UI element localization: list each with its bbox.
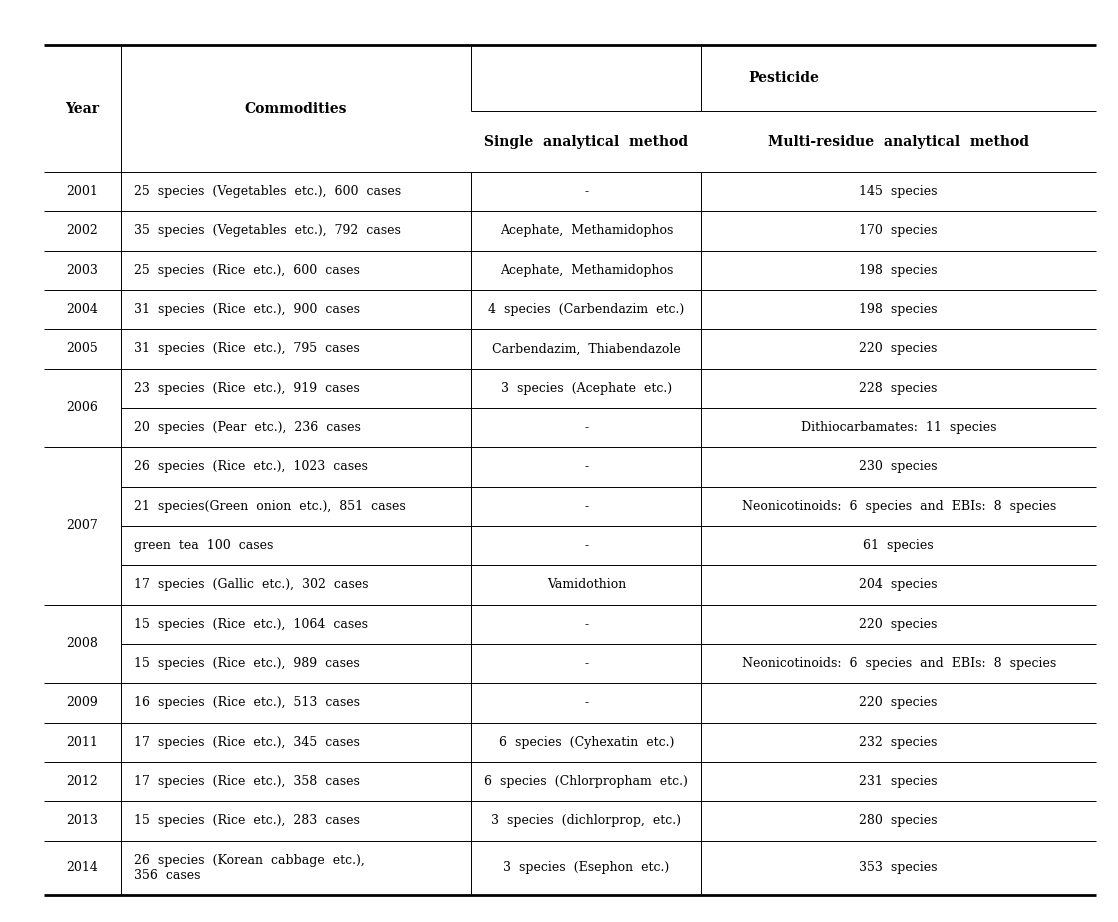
Text: Pesticide: Pesticide: [748, 71, 819, 85]
Text: Vamidothion: Vamidothion: [547, 578, 626, 591]
Text: 220  species: 220 species: [860, 618, 938, 631]
Text: Neonicotinoids:  6  species  and  EBIs:  8  species: Neonicotinoids: 6 species and EBIs: 8 sp…: [741, 500, 1055, 513]
Text: 2004: 2004: [66, 303, 98, 316]
Text: Single  analytical  method: Single analytical method: [484, 135, 689, 148]
Text: -: -: [585, 696, 588, 709]
Text: Dithiocarbamates:  11  species: Dithiocarbamates: 11 species: [800, 421, 996, 434]
Text: -: -: [585, 460, 588, 473]
Text: Acephate,  Methamidophos: Acephate, Methamidophos: [500, 264, 673, 277]
Text: -: -: [585, 185, 588, 198]
Text: 2012: 2012: [67, 775, 98, 788]
Text: 230  species: 230 species: [860, 460, 938, 473]
Text: 2002: 2002: [67, 224, 98, 237]
Text: 25  species  (Rice  etc.),  600  cases: 25 species (Rice etc.), 600 cases: [134, 264, 360, 277]
Text: 2006: 2006: [66, 401, 98, 414]
Text: 198  species: 198 species: [860, 264, 938, 277]
Text: 17  species  (Rice  etc.),  358  cases: 17 species (Rice etc.), 358 cases: [134, 775, 360, 788]
Text: 17  species  (Rice  etc.),  345  cases: 17 species (Rice etc.), 345 cases: [134, 736, 360, 749]
Text: 3  species  (Acephate  etc.): 3 species (Acephate etc.): [501, 382, 672, 395]
Text: 16  species  (Rice  etc.),  513  cases: 16 species (Rice etc.), 513 cases: [134, 696, 360, 709]
Text: 3  species  (Esephon  etc.): 3 species (Esephon etc.): [503, 861, 670, 874]
Text: Neonicotinoids:  6  species  and  EBIs:  8  species: Neonicotinoids: 6 species and EBIs: 8 sp…: [741, 657, 1055, 670]
Text: 232  species: 232 species: [860, 736, 938, 749]
Text: Carbendazim,  Thiabendazole: Carbendazim, Thiabendazole: [492, 342, 681, 355]
Text: 23  species  (Rice  etc.),  919  cases: 23 species (Rice etc.), 919 cases: [134, 382, 360, 395]
Text: -: -: [585, 539, 588, 552]
Text: 2008: 2008: [66, 637, 98, 650]
Text: -: -: [585, 421, 588, 434]
Text: 204  species: 204 species: [860, 578, 938, 591]
Text: 2014: 2014: [66, 861, 98, 874]
Text: 2005: 2005: [67, 342, 98, 355]
Text: -: -: [585, 657, 588, 670]
Text: 21  species(Green  onion  etc.),  851  cases: 21 species(Green onion etc.), 851 cases: [134, 500, 406, 513]
Text: 2001: 2001: [66, 185, 98, 198]
Text: 280  species: 280 species: [860, 814, 938, 827]
Text: 220  species: 220 species: [860, 696, 938, 709]
Text: 61  species: 61 species: [863, 539, 934, 552]
Text: 2003: 2003: [66, 264, 98, 277]
Text: 6  species  (Chlorpropham  etc.): 6 species (Chlorpropham etc.): [484, 775, 689, 788]
Text: 15  species  (Rice  etc.),  1064  cases: 15 species (Rice etc.), 1064 cases: [134, 618, 368, 631]
Text: 15  species  (Rice  etc.),  989  cases: 15 species (Rice etc.), 989 cases: [134, 657, 360, 670]
Text: 20  species  (Pear  etc.),  236  cases: 20 species (Pear etc.), 236 cases: [134, 421, 361, 434]
Text: 2011: 2011: [66, 736, 98, 749]
Text: 2013: 2013: [66, 814, 98, 827]
Text: 4  species  (Carbendazim  etc.): 4 species (Carbendazim etc.): [489, 303, 684, 316]
Text: 170  species: 170 species: [860, 224, 938, 237]
Text: Acephate,  Methamidophos: Acephate, Methamidophos: [500, 224, 673, 237]
Text: Commodities: Commodities: [245, 101, 348, 115]
Text: 6  species  (Cyhexatin  etc.): 6 species (Cyhexatin etc.): [499, 736, 674, 749]
Text: -: -: [585, 618, 588, 631]
Text: 15  species  (Rice  etc.),  283  cases: 15 species (Rice etc.), 283 cases: [134, 814, 360, 827]
Text: 145  species: 145 species: [860, 185, 938, 198]
Text: 31  species  (Rice  etc.),  795  cases: 31 species (Rice etc.), 795 cases: [134, 342, 360, 355]
Text: 220  species: 220 species: [860, 342, 938, 355]
Text: 25  species  (Vegetables  etc.),  600  cases: 25 species (Vegetables etc.), 600 cases: [134, 185, 401, 198]
Text: Year: Year: [65, 101, 100, 115]
Text: -: -: [585, 500, 588, 513]
Text: 2009: 2009: [67, 696, 98, 709]
Text: 26  species  (Rice  etc.),  1023  cases: 26 species (Rice etc.), 1023 cases: [134, 460, 368, 473]
Text: 17  species  (Gallic  etc.),  302  cases: 17 species (Gallic etc.), 302 cases: [134, 578, 369, 591]
Text: 35  species  (Vegetables  etc.),  792  cases: 35 species (Vegetables etc.), 792 cases: [134, 224, 400, 237]
Text: Multi-residue  analytical  method: Multi-residue analytical method: [768, 135, 1030, 148]
Text: 231  species: 231 species: [860, 775, 938, 788]
Text: 26  species  (Korean  cabbage  etc.),
356  cases: 26 species (Korean cabbage etc.), 356 ca…: [134, 854, 364, 881]
Text: 31  species  (Rice  etc.),  900  cases: 31 species (Rice etc.), 900 cases: [134, 303, 360, 316]
Text: 2007: 2007: [67, 519, 98, 532]
Text: 228  species: 228 species: [860, 382, 938, 395]
Text: green  tea  100  cases: green tea 100 cases: [134, 539, 273, 552]
Text: 3  species  (dichlorprop,  etc.): 3 species (dichlorprop, etc.): [492, 814, 681, 827]
Text: 353  species: 353 species: [860, 861, 938, 874]
Text: 198  species: 198 species: [860, 303, 938, 316]
